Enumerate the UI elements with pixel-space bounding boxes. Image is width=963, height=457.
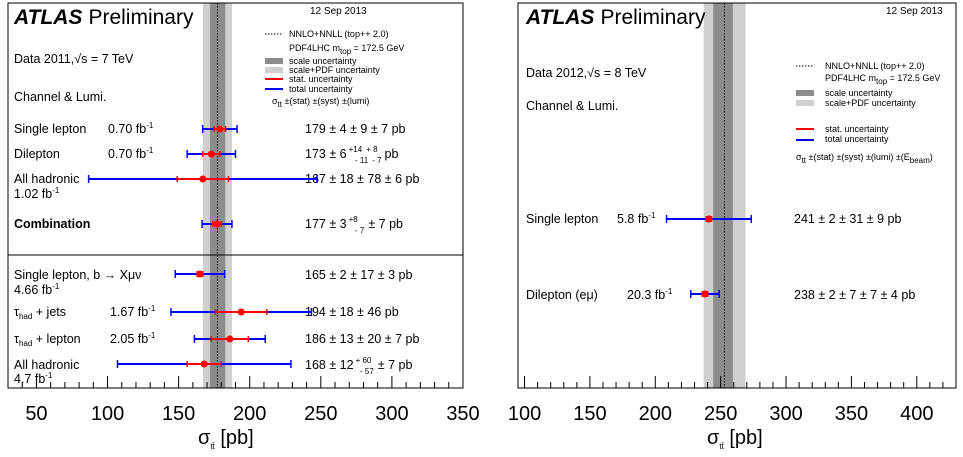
channel-header: Channel & Lumi. [14,90,106,104]
value-texts: 241 ± 2 ± 31 ± 9 pb 238 ± 2 ± 7 ± 7 ± 4 … [794,212,915,302]
panel-7tev: ATLAS Preliminary 12 Sep 2013 Data 2011,√… [7,2,480,451]
legend-scale-pdf-swatch [265,67,283,73]
row-label: Single lepton 5.8 fb-1 [526,211,656,226]
legend-pdf-text: PDF4LHC mtop = 172.5 GeV [825,73,940,86]
legend-total-text: total uncertainty [289,84,353,94]
row-label-combination: Combination [14,217,90,231]
legend-format-text: σtt ±(stat) ±(syst) ±(lumi) [272,96,369,109]
x-tick-label: 300 [769,403,802,425]
value-text: 177 ± 3 +8- 7 ± 7 pb [305,215,403,235]
x-tick-label: 250 [704,403,737,425]
row-label: All hadronic [14,172,79,186]
data-point [226,335,234,343]
row-label: All hadronic [14,358,79,372]
legend: NNLO+NNLL (top++ 2.0) PDF4LHC mtop = 172… [796,61,940,165]
value-text: 165 ± 2 ± 17 ± 3 pb [305,268,413,282]
legend-scale-swatch [265,58,283,64]
data-point [216,125,224,133]
row-lumi: 4.7 fb-1 [14,371,53,386]
legend-theory-text: NNLO+NNLL (top++ 2.0) [825,61,924,71]
legend-scale-pdf-swatch [796,100,814,106]
legend-scale-pdf-text: scale+PDF uncertainty [825,98,916,108]
legend-pdf-text: PDF4LHC mtop = 172.5 GeV [289,43,404,56]
x-tick-label: 50 [25,403,47,425]
data-point [207,150,215,158]
x-tick-label: 250 [304,403,337,425]
legend-scale-text: scale uncertainty [289,56,357,66]
data-point [701,290,709,298]
legend-scale-text: scale uncertainty [825,88,893,98]
x-tick-label: 200 [639,403,672,425]
row-label: τhad + lepton 2.05 fb-1 [14,331,156,348]
x-tick-label: 400 [900,403,933,425]
x-tick-label: 100 [508,403,541,425]
row-label: Dilepton (eμ) 20.3 fb-1 [526,287,673,302]
data-point [200,360,208,368]
date-label: 12 Sep 2013 [310,6,367,17]
legend-stat-text: stat. uncertainty [825,124,889,134]
legend-format-text: σtt ±(stat) ±(syst) ±(lumi) ±(Ebeam) [796,152,933,165]
row-label: Single lepton, b → Xμν [14,268,141,282]
x-tick-label: 150 [573,403,606,425]
value-text: 179 ± 4 ± 9 ± 7 pb [305,122,406,136]
row-label: Dilepton 0.70 fb-1 [14,146,154,161]
value-text: 167 ± 18 ± 78 ± 6 pb [305,172,419,186]
value-text: 194 ± 18 ± 46 pb [305,305,399,319]
data-point [199,175,207,183]
atlas-label: ATLAS Preliminary [525,6,706,29]
x-tick-label: 300 [375,403,408,425]
row-label: Single lepton 0.70 fb-1 [14,121,154,136]
row-lumi: 4.66 fb-1 [14,282,60,297]
legend-scale-pdf-text: scale+PDF uncertainty [289,65,380,75]
legend-stat-text: stat. uncertainty [289,74,353,84]
channel-header: Channel & Lumi. [526,99,618,113]
legend-total-text: total uncertainty [825,134,889,144]
x-tick-label: 350 [835,403,868,425]
value-text: 168 ± 12 + 60- 57 ± 7 pb [305,356,413,376]
panel-8tev: ATLAS Preliminary 12 Sep 2013 Data 2012,√… [508,2,957,451]
row-lumi: 1.02 fb-1 [14,186,60,201]
value-text: 238 ± 2 ± 7 ± 7 ± 4 pb [794,288,915,302]
data-point [705,215,713,223]
value-text: 186 ± 13 ± 20 ± 7 pb [305,332,419,346]
x-tick-label: 100 [91,403,124,425]
x-tick-label: 150 [162,403,195,425]
x-axis-title: σtt̄ [pb] [707,427,763,451]
atlas-label: ATLAS Preliminary [13,6,194,29]
value-text: 241 ± 2 ± 31 ± 9 pb [794,212,902,226]
row-label: τhad + jets 1.67 fb-1 [14,304,156,321]
dataset-label: Data 2011,√s = 7 TeV [14,52,134,66]
row-labels: Single lepton 5.8 fb-1 Dilepton (eμ) 20.3 … [526,211,673,302]
dataset-label: Data 2012,√s = 8 TeV [526,66,647,80]
x-tick-label: 200 [233,403,266,425]
value-text: 173 ± 6 +14 + 8- 11- 7 pb [305,145,398,165]
legend-theory-text: NNLO+NNLL (top++ 2.0) [289,29,388,39]
legend-scale-swatch [796,90,814,96]
legend: NNLO+NNLL (top++ 2.0) PDF4LHC mtop = 172… [265,29,404,109]
data-point [196,270,204,278]
data-point [213,220,221,228]
x-axis-title: σtt̄ [pb] [198,427,254,451]
data-point [237,308,245,316]
panel-frame [517,2,957,389]
row-labels: Single lepton 0.70 fb-1 Dilepton 0.70 fb-1… [14,121,156,386]
x-tick-label: 350 [446,403,479,425]
scale-band [713,3,733,388]
date-label: 12 Sep 2013 [886,6,943,17]
